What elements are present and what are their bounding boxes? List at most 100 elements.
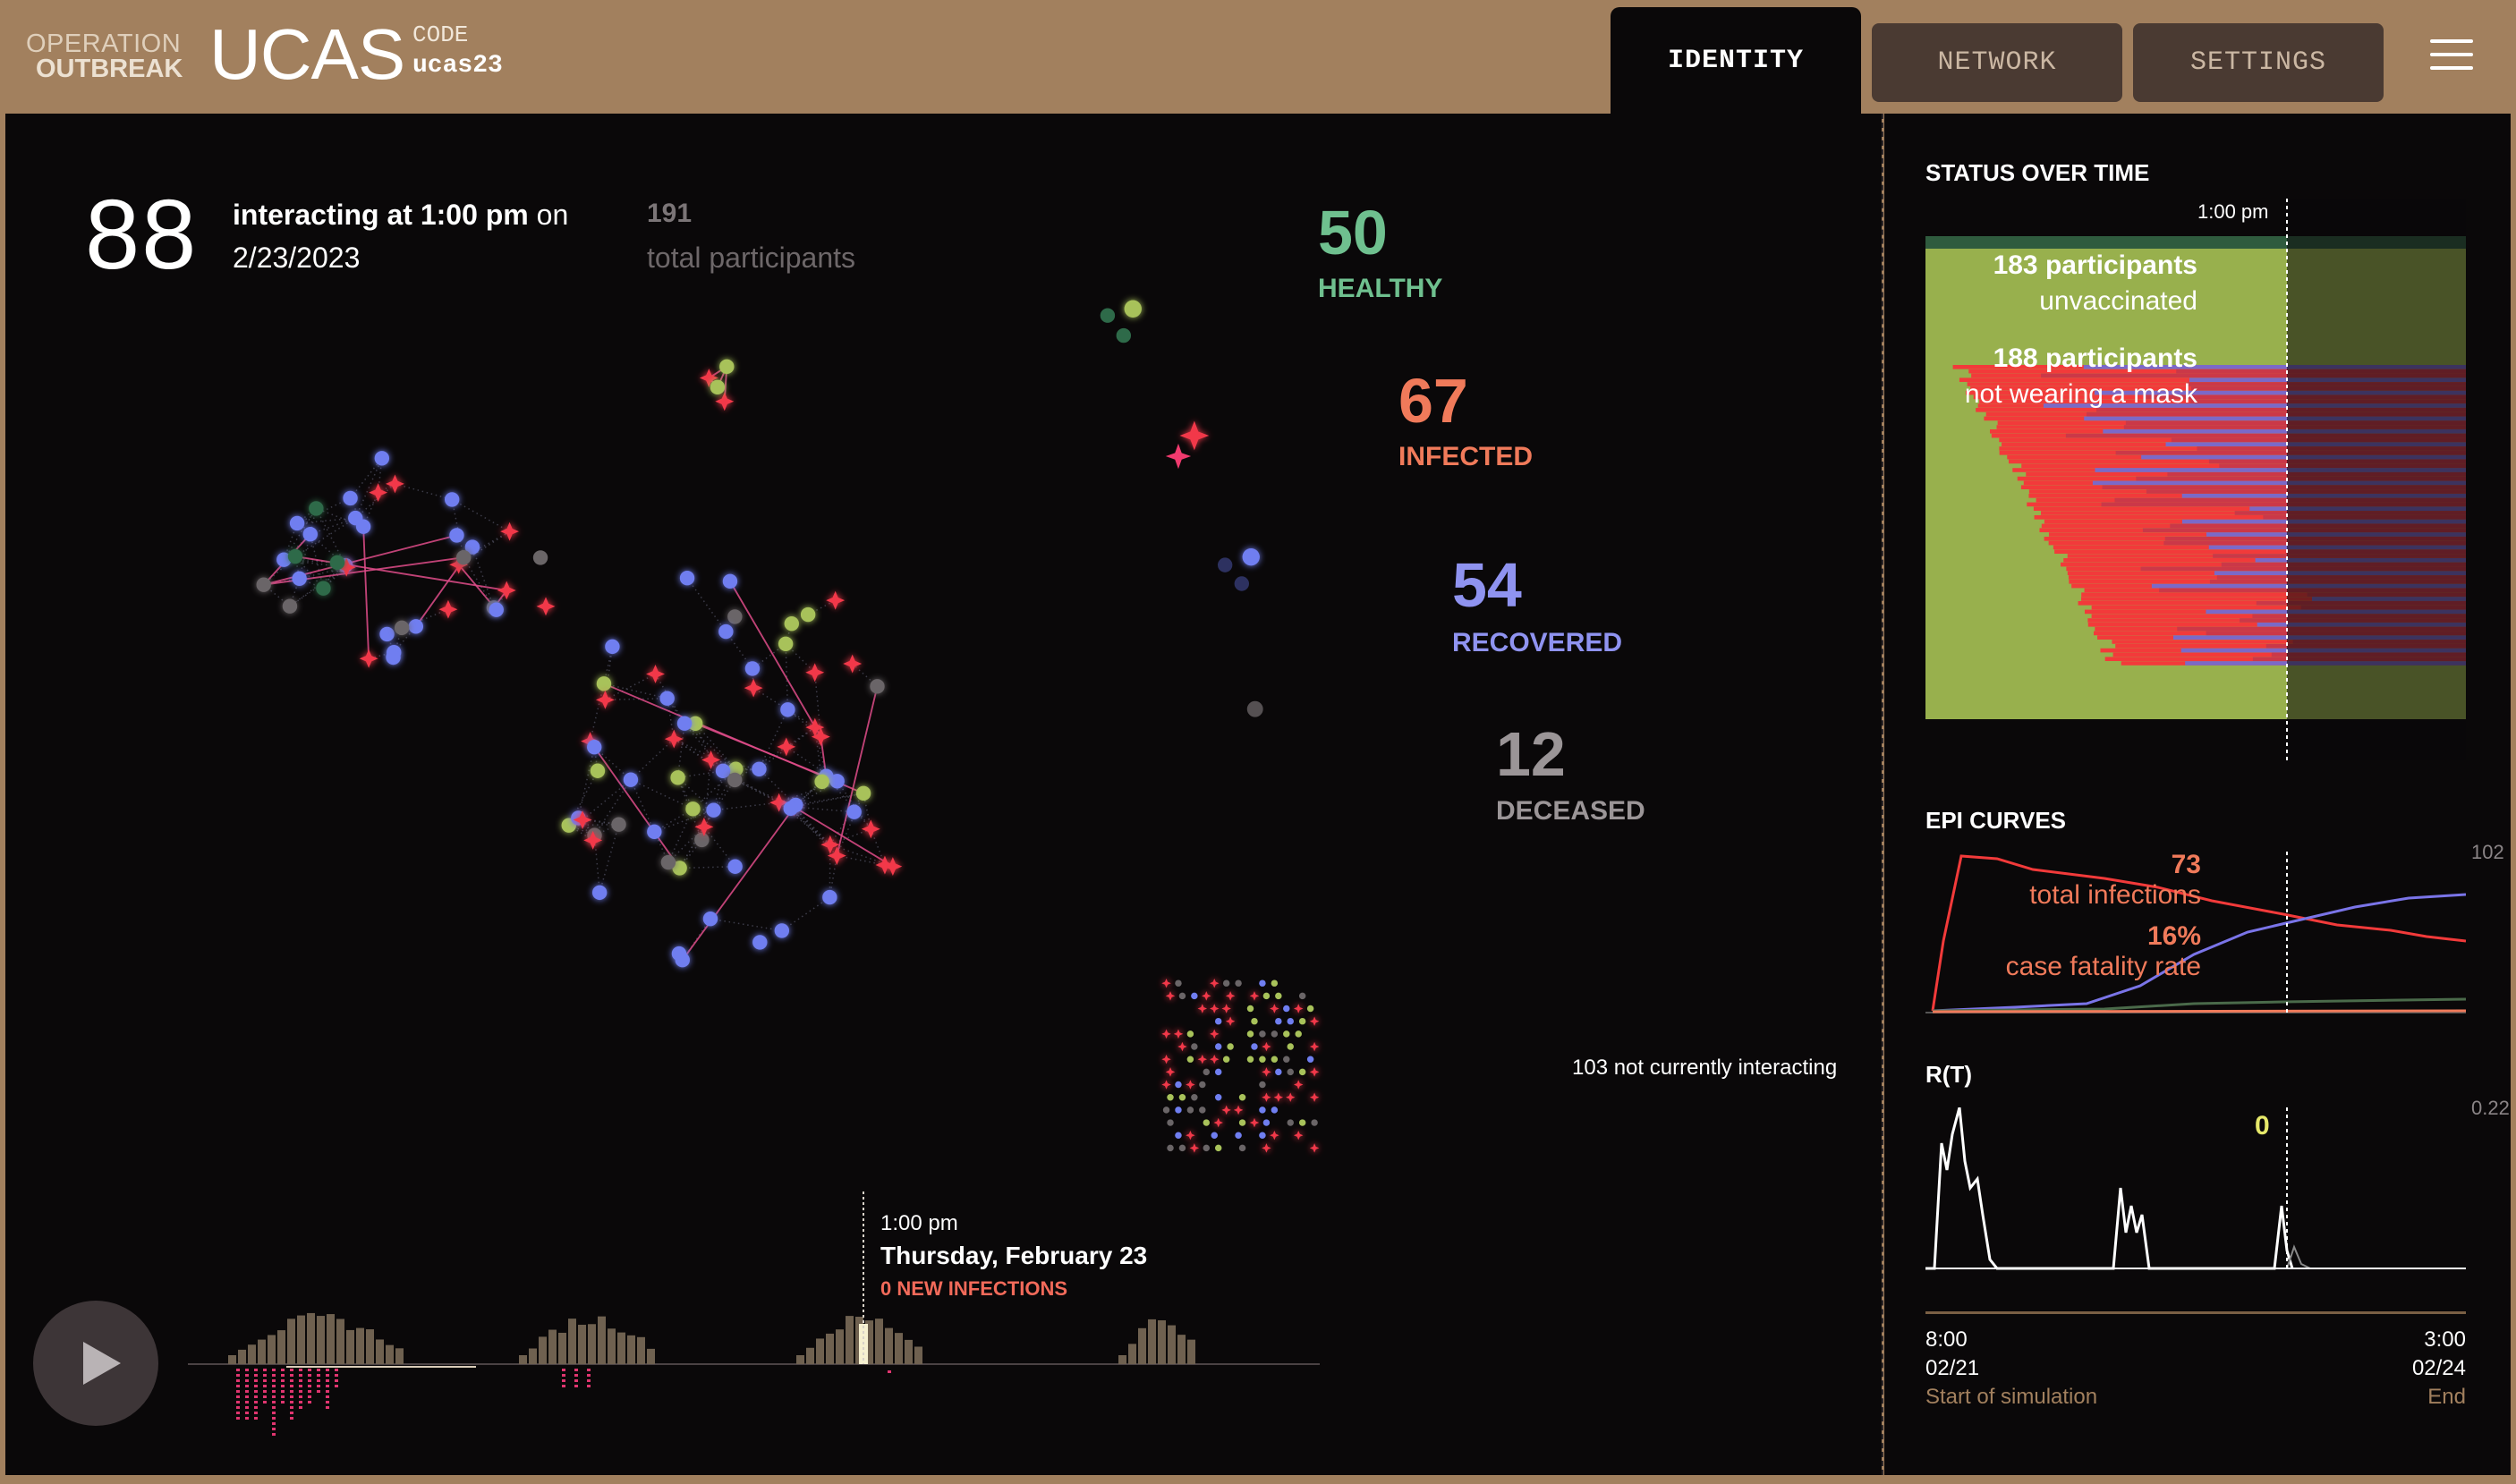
play-button[interactable] <box>33 1301 158 1426</box>
timeline-bar[interactable] <box>248 1344 256 1364</box>
timeline-bar[interactable] <box>238 1349 246 1364</box>
timeline-bar[interactable] <box>647 1348 655 1364</box>
start-date: 02/21 <box>1925 1356 1980 1380</box>
infected-count: 67 <box>1398 366 1468 436</box>
status-over-time-chart[interactable] <box>1925 199 2466 762</box>
timeline-bar[interactable] <box>598 1316 606 1364</box>
timeline-time: 1:00 pm <box>880 1211 958 1235</box>
tab-identity[interactable]: IDENTITY <box>1611 7 1861 114</box>
timeline-bar[interactable] <box>816 1338 824 1364</box>
brand-line-2: OUTBREAK <box>36 55 183 83</box>
total-label: total participants <box>647 242 856 274</box>
timeline-bar[interactable] <box>588 1324 596 1364</box>
timeline-bar[interactable] <box>539 1336 547 1364</box>
app-name: UCAS <box>209 14 405 94</box>
interacting-count: 88 <box>85 180 199 290</box>
timeline-bar[interactable] <box>1158 1320 1166 1364</box>
timeline-bar[interactable] <box>885 1327 893 1364</box>
timeline-bar[interactable] <box>297 1315 305 1364</box>
timeline-bar[interactable] <box>846 1316 854 1364</box>
not-interacting-label: 103 not currently interacting <box>1572 1056 1838 1080</box>
tab-network[interactable]: NETWORK <box>1872 23 2122 102</box>
epi-cfr-label: case fatality rate <box>2005 952 2201 981</box>
timeline-bar[interactable] <box>268 1335 276 1364</box>
timeline-bar[interactable] <box>287 1319 295 1364</box>
start-label: Start of simulation <box>1925 1385 2098 1409</box>
timeline-bar[interactable] <box>366 1329 374 1364</box>
rt-max-label: 0.22 <box>2471 1097 2510 1119</box>
timeline-bar[interactable] <box>865 1320 873 1364</box>
timeline-bar[interactable] <box>307 1312 315 1364</box>
timeline-bar[interactable] <box>836 1329 844 1364</box>
timeline-bar[interactable] <box>826 1333 834 1364</box>
interacting-on: on <box>536 199 569 231</box>
recovered-count: 54 <box>1452 550 1522 620</box>
interacting-label: interacting at 1:00 pm <box>233 199 529 231</box>
end-label: End <box>2427 1385 2466 1409</box>
timeline-bar[interactable] <box>346 1329 354 1364</box>
timeline-bar[interactable] <box>376 1339 384 1364</box>
nomask-count: 188 participants <box>1993 343 2197 373</box>
rt-chart[interactable] <box>1925 1107 2466 1270</box>
tab-settings[interactable]: SETTINGS <box>2133 23 2384 102</box>
timeline-bar[interactable] <box>317 1316 325 1364</box>
epi-curves-chart[interactable] <box>1925 852 2466 1014</box>
timeline-bar[interactable] <box>277 1330 285 1364</box>
timeline-bar[interactable] <box>1128 1344 1136 1364</box>
code-label: CODE <box>412 21 469 48</box>
main-panel <box>5 114 1882 1475</box>
timeline-bar[interactable] <box>1168 1325 1176 1364</box>
epi-total-label: total infections <box>2029 880 2201 910</box>
infected-label: INFECTED <box>1398 442 1533 471</box>
timeline-bar[interactable] <box>806 1347 814 1364</box>
timeline-bar[interactable] <box>1138 1327 1146 1364</box>
timeline-bar[interactable] <box>1118 1355 1126 1364</box>
timeline-bar[interactable] <box>568 1319 576 1364</box>
timeline-axis <box>1925 1311 2466 1314</box>
timeline-bar[interactable] <box>617 1332 625 1364</box>
app-header: OPERATION OUTBREAK UCAS CODE ucas23 IDEN… <box>0 0 2516 114</box>
timeline-bar[interactable] <box>395 1348 404 1364</box>
epi-max-label: 102 <box>2471 841 2504 863</box>
timeline-new-infections: 0 NEW INFECTIONS <box>880 1277 1068 1300</box>
panel-divider <box>1882 114 1883 1475</box>
timeline-bar[interactable] <box>578 1324 586 1364</box>
deceased-count: 12 <box>1496 719 1566 789</box>
healthy-count: 50 <box>1318 198 1388 267</box>
timeline-histogram[interactable] <box>179 1181 1521 1449</box>
timeline-bar[interactable] <box>336 1319 344 1364</box>
timeline-bar[interactable] <box>914 1346 922 1364</box>
timeline-bar[interactable] <box>558 1332 566 1364</box>
epi-curves-title: EPI CURVES <box>1925 807 2067 834</box>
status-time-label: 1:00 pm <box>2197 200 2269 223</box>
brand-line-1: OPERATION <box>26 30 182 58</box>
timeline-bar[interactable] <box>875 1319 883 1364</box>
timeline-bar[interactable] <box>529 1348 537 1364</box>
timeline-bar[interactable] <box>356 1327 364 1364</box>
timeline-bar[interactable] <box>796 1355 804 1364</box>
timeline-bar[interactable] <box>1148 1319 1156 1364</box>
timeline-bar[interactable] <box>608 1328 616 1364</box>
timeline-bar[interactable] <box>1177 1335 1186 1364</box>
timeline-bar[interactable] <box>627 1335 635 1364</box>
timeline-bar[interactable] <box>519 1355 527 1364</box>
timeline-bar[interactable] <box>905 1339 913 1364</box>
timeline-bar[interactable] <box>386 1344 394 1364</box>
epi-total-value: 73 <box>2171 850 2201 879</box>
end-time: 3:00 <box>2424 1327 2466 1352</box>
timeline-bar[interactable] <box>548 1329 557 1364</box>
deceased-label: DECEASED <box>1496 796 1645 826</box>
end-date: 02/24 <box>2411 1356 2466 1380</box>
timeline-bar[interactable] <box>895 1333 903 1364</box>
interacting-date: 2/23/2023 <box>233 242 361 274</box>
timeline-bar[interactable] <box>228 1355 236 1364</box>
code-value: ucas23 <box>412 52 503 80</box>
timeline-bar[interactable] <box>258 1339 266 1364</box>
hamburger-menu-icon[interactable] <box>2430 39 2473 72</box>
start-time: 8:00 <box>1925 1327 1968 1352</box>
timeline-bar[interactable] <box>1187 1339 1195 1364</box>
nomask-label: not wearing a mask <box>1964 379 2197 409</box>
rt-title: R(T) <box>1925 1061 1972 1088</box>
timeline-bar[interactable] <box>637 1336 645 1364</box>
timeline-bar[interactable] <box>327 1314 335 1364</box>
